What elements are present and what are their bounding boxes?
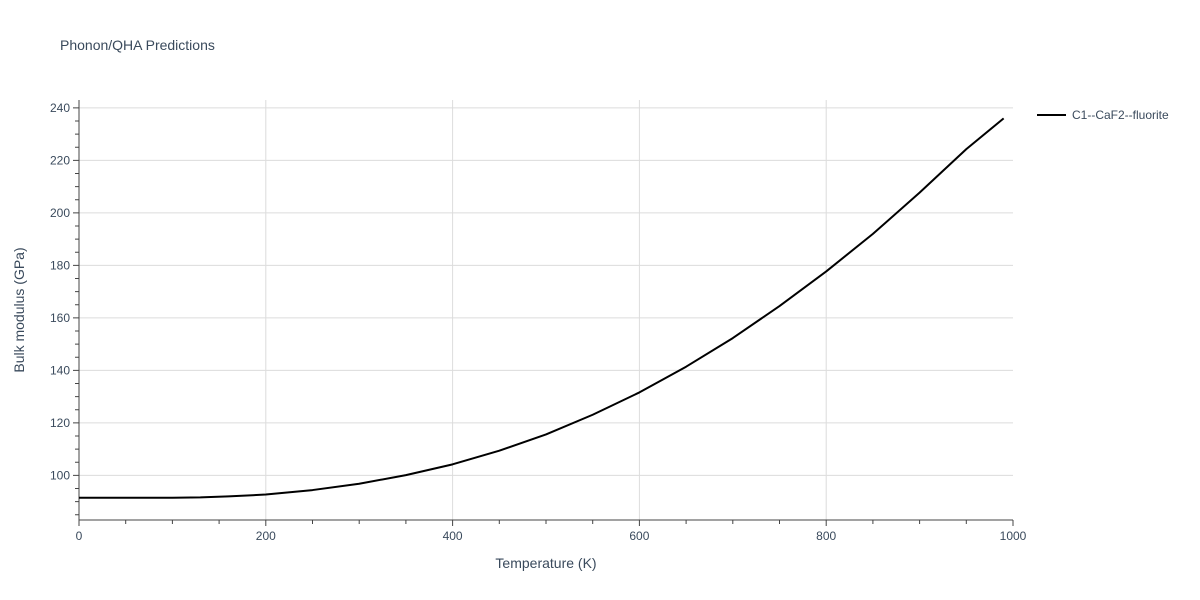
x-tick-label: 1000 [1000, 529, 1027, 543]
series-layer [79, 117, 1005, 499]
series-line [79, 117, 1005, 499]
x-tick-label: 200 [256, 529, 276, 543]
axes [73, 100, 1014, 526]
y-tick-label: 100 [50, 468, 70, 482]
y-tick-label: 200 [50, 206, 70, 220]
chart-title: Phonon/QHA Predictions [60, 37, 215, 53]
legend-label: C1--CaF2--fluorite [1072, 108, 1169, 122]
x-tick-label: 0 [76, 529, 83, 543]
x-tick-label: 800 [816, 529, 836, 543]
y-tick-label: 180 [50, 258, 70, 272]
tick-labels: 0 200 400 600 800 1000 100 120 140 160 180 200 220 24… [50, 101, 1027, 543]
y-tick-label: 220 [50, 153, 70, 167]
x-axis-label: Temperature (K) [495, 555, 596, 571]
x-tick-label: 600 [629, 529, 649, 543]
y-tick-label: 240 [50, 101, 70, 115]
x-tick-label: 400 [443, 529, 463, 543]
y-tick-label: 160 [50, 311, 70, 325]
y-tick-label: 120 [50, 416, 70, 430]
legend[interactable]: C1--CaF2--fluorite [1037, 108, 1169, 122]
y-tick-label: 140 [50, 363, 70, 377]
grid-lines [79, 100, 1013, 520]
y-axis-label: Bulk modulus (GPa) [11, 247, 27, 372]
